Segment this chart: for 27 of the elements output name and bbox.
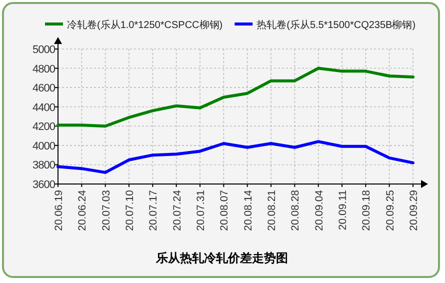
y-tick-label: 4800 bbox=[32, 63, 56, 76]
y-tick-label: 4200 bbox=[32, 121, 56, 134]
x-tick-label: 20.09.11 bbox=[337, 190, 349, 230]
x-tick-label: 20.08.07 bbox=[218, 190, 231, 231]
legend-label: 热轧卷(乐从5.5*1500*CQ235B柳钢) bbox=[256, 19, 416, 31]
y-tick-label: 3600 bbox=[32, 179, 56, 191]
x-tick-label: 20.08.28 bbox=[290, 190, 302, 231]
x-tick-label: 20.07.31 bbox=[195, 190, 207, 231]
x-tick-label: 20.06.19 bbox=[53, 190, 65, 231]
x-tick-label: 20.07.24 bbox=[171, 190, 184, 231]
x-tick-label: 20.07.10 bbox=[124, 190, 136, 231]
x-tick-label: 20.06.24 bbox=[76, 190, 89, 231]
x-tick-label: 20.07.17 bbox=[148, 190, 160, 231]
legend-label: 冷轧卷(乐从1.0*1250*CSPCC柳钢) bbox=[67, 19, 223, 31]
x-tick-label: 20.09.25 bbox=[384, 190, 396, 231]
text: 乐从热轧冷轧价差走势图 bbox=[155, 251, 288, 265]
x-tick-label: 20.07.03 bbox=[100, 190, 112, 231]
x-tick-label: 20.09.29 bbox=[408, 190, 420, 231]
y-tick-label: 4600 bbox=[32, 82, 56, 95]
x-tick-label: 20.09.04 bbox=[313, 190, 326, 231]
y-tick-label: 5000 bbox=[32, 44, 56, 56]
x-tick-label: 20.08.14 bbox=[242, 190, 254, 231]
y-tick-label: 4400 bbox=[32, 102, 56, 114]
x-tick-label: 20.08.21 bbox=[266, 190, 278, 231]
y-tick-label: 4000 bbox=[32, 140, 56, 152]
y-tick-label: 3800 bbox=[32, 160, 56, 172]
x-tick-label: 20.09.18 bbox=[360, 190, 373, 231]
